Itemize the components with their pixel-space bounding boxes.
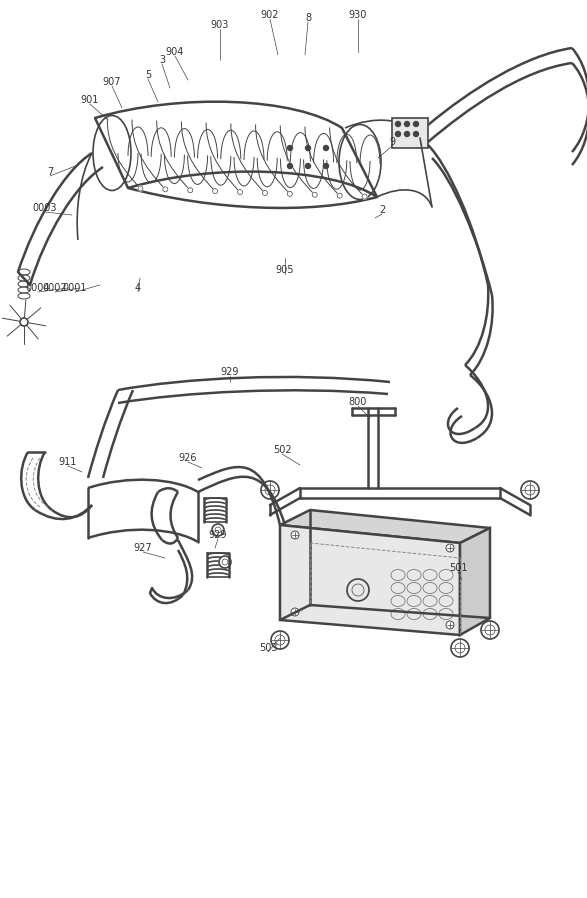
Text: 903: 903: [211, 20, 229, 30]
Circle shape: [291, 531, 299, 539]
Circle shape: [288, 191, 292, 197]
Circle shape: [212, 524, 224, 536]
Circle shape: [446, 621, 454, 629]
Text: 927: 927: [134, 543, 152, 553]
Circle shape: [238, 189, 242, 195]
Text: 4: 4: [135, 283, 141, 293]
Circle shape: [288, 145, 292, 151]
Text: 502: 502: [273, 445, 291, 455]
Polygon shape: [280, 510, 490, 543]
Text: 911: 911: [59, 457, 77, 467]
Circle shape: [212, 189, 218, 194]
Circle shape: [20, 318, 28, 326]
Text: 9: 9: [389, 137, 395, 147]
Text: 503: 503: [259, 643, 277, 653]
Text: 902: 902: [261, 10, 279, 20]
Circle shape: [446, 544, 454, 552]
Circle shape: [262, 190, 268, 196]
Circle shape: [413, 121, 419, 127]
Circle shape: [396, 131, 400, 136]
Circle shape: [362, 194, 367, 199]
Circle shape: [404, 121, 410, 127]
Text: 905: 905: [276, 265, 294, 275]
Circle shape: [312, 192, 317, 198]
Circle shape: [323, 145, 329, 151]
Text: 926: 926: [179, 453, 197, 463]
Text: 3: 3: [159, 55, 165, 65]
Circle shape: [291, 608, 299, 616]
Text: 501: 501: [448, 563, 467, 573]
Text: 0001: 0001: [63, 283, 87, 293]
Circle shape: [305, 145, 311, 151]
Polygon shape: [460, 528, 490, 635]
Text: 7: 7: [47, 167, 53, 177]
Circle shape: [222, 559, 228, 565]
Circle shape: [138, 186, 143, 191]
Circle shape: [413, 131, 419, 136]
Text: 904: 904: [166, 47, 184, 57]
Circle shape: [288, 163, 292, 169]
Text: 930: 930: [349, 10, 367, 20]
Circle shape: [404, 131, 410, 136]
Circle shape: [396, 121, 400, 127]
Circle shape: [219, 556, 231, 568]
Circle shape: [188, 188, 193, 193]
Text: 0002: 0002: [43, 283, 68, 293]
Text: 901: 901: [81, 95, 99, 105]
Circle shape: [337, 193, 342, 198]
Circle shape: [305, 163, 311, 169]
Circle shape: [215, 527, 221, 533]
Text: 929: 929: [221, 367, 239, 377]
Circle shape: [323, 163, 329, 169]
Polygon shape: [392, 118, 428, 148]
Text: 0004: 0004: [26, 283, 50, 293]
Text: 0003: 0003: [33, 203, 58, 213]
Text: 929: 929: [209, 530, 227, 540]
Circle shape: [163, 187, 168, 192]
Text: 5: 5: [145, 70, 151, 80]
Text: 8: 8: [305, 13, 311, 23]
Text: 907: 907: [103, 77, 122, 87]
Text: 2: 2: [379, 205, 385, 215]
Polygon shape: [280, 525, 460, 635]
Text: 800: 800: [349, 397, 367, 407]
